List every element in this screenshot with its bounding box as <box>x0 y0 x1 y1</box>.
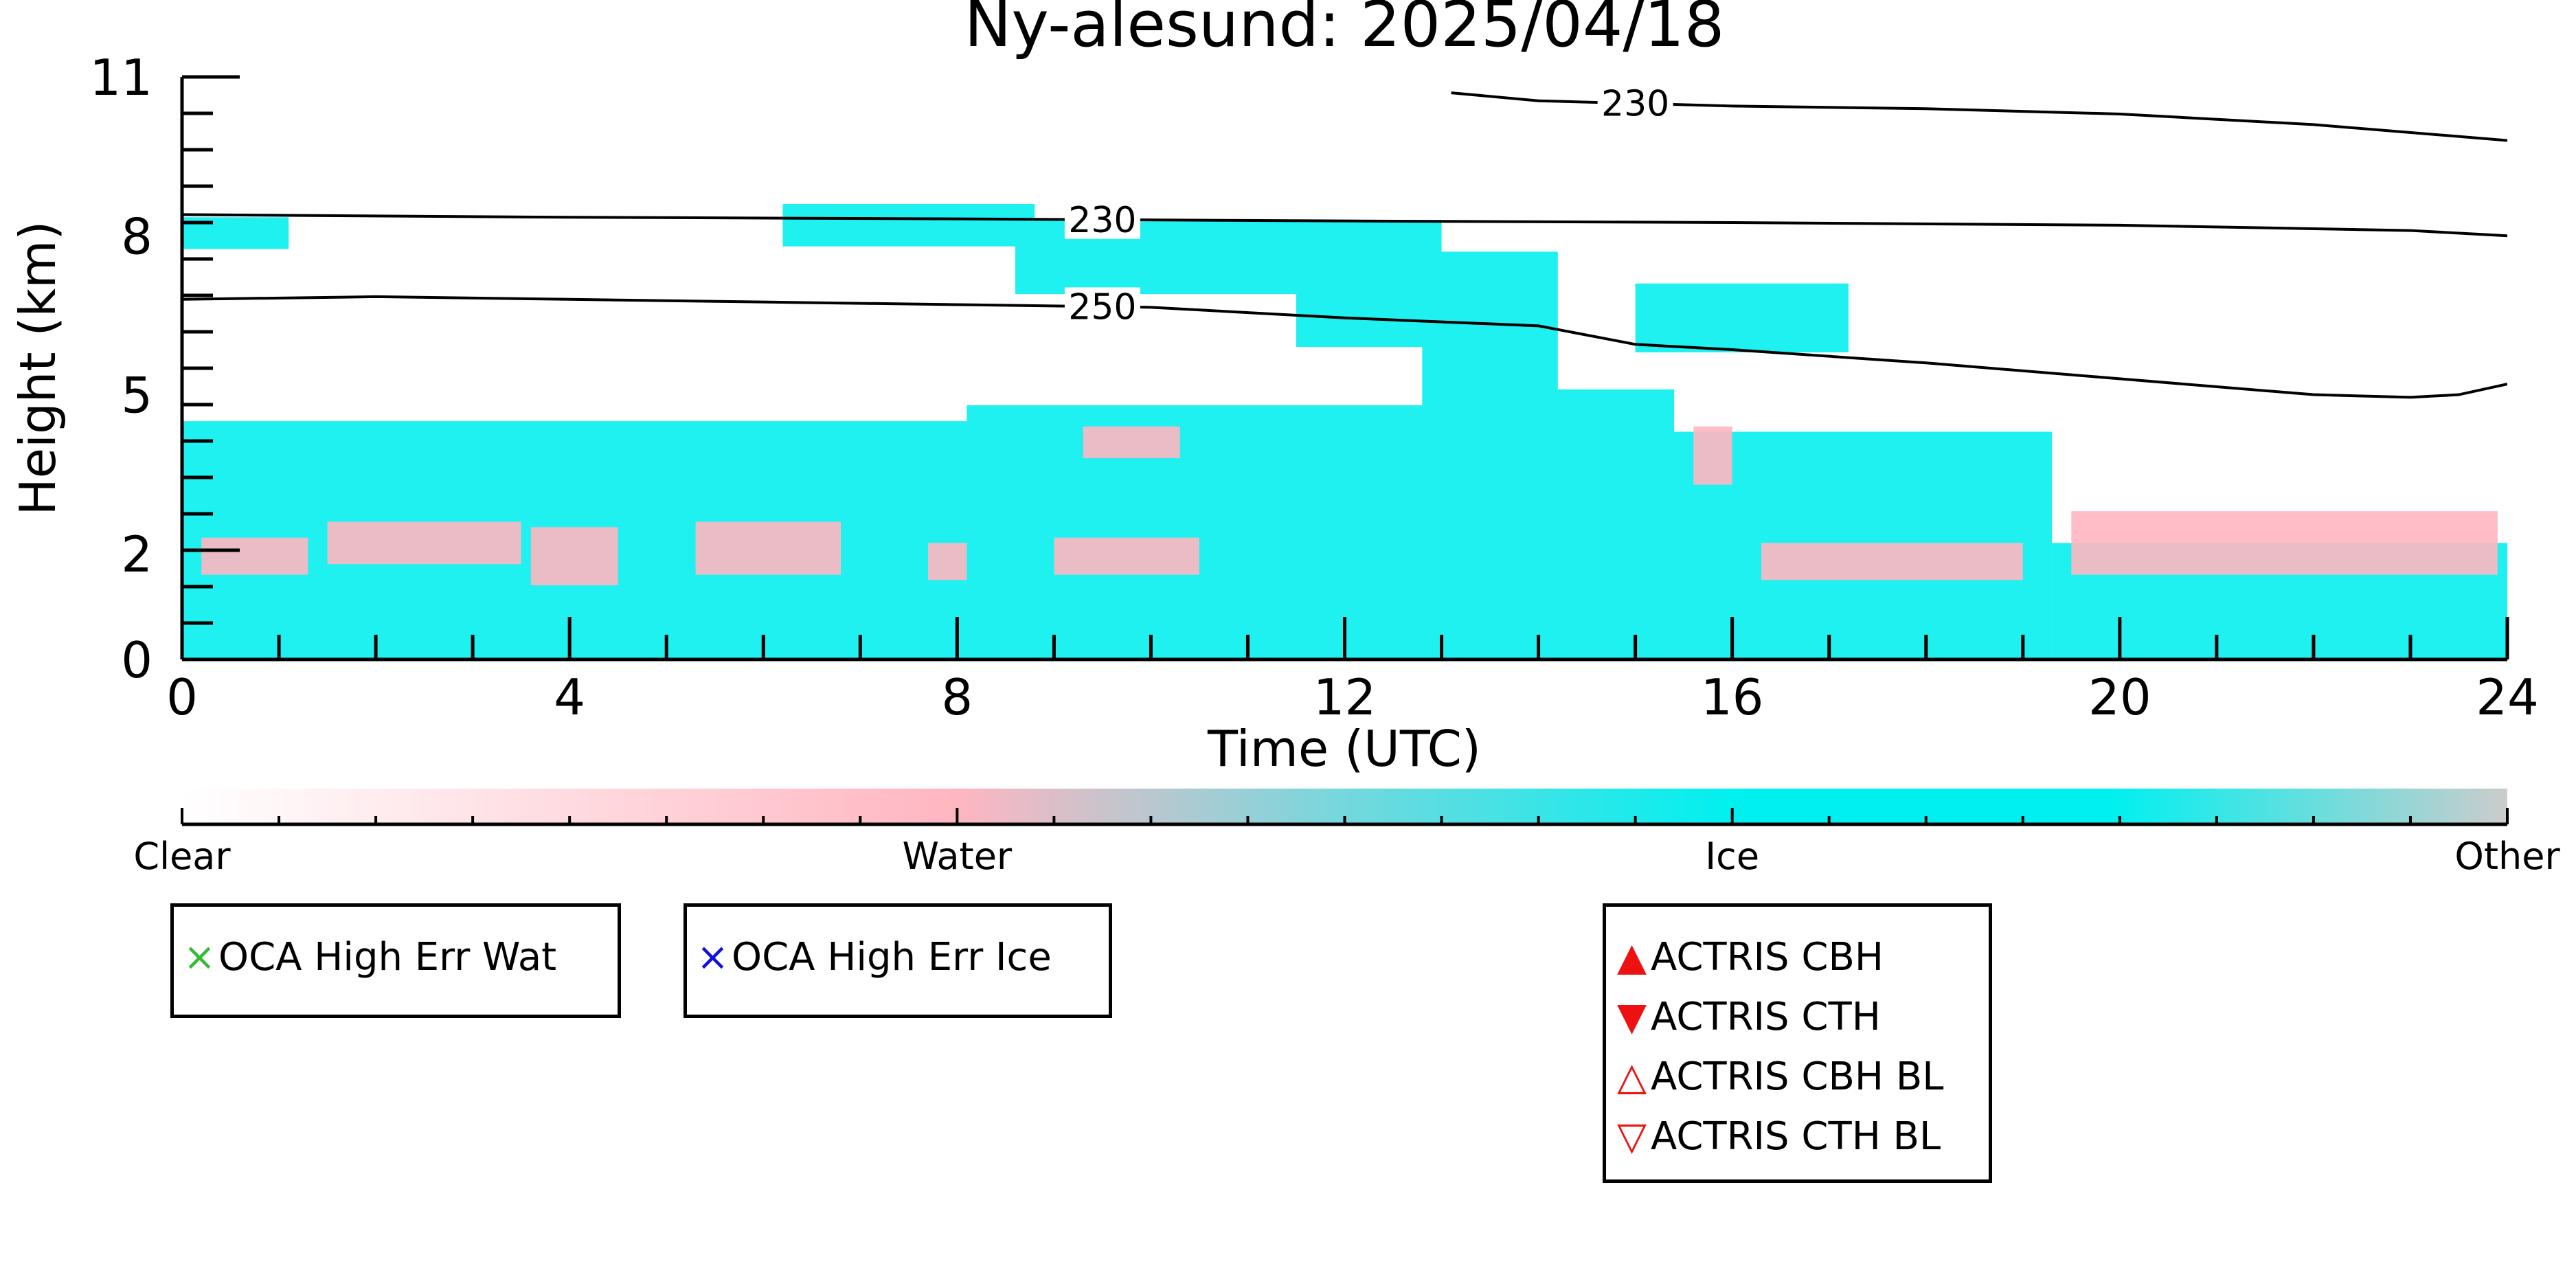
legend-marker: ▼ <box>1616 994 1647 1039</box>
x-tick-label: 20 <box>2088 668 2151 726</box>
legend-item: ▼ ACTRIS CTH <box>1613 987 1982 1047</box>
contour-label-bg <box>1064 200 1140 239</box>
water-region <box>1693 426 1732 485</box>
colorbar-label: Ice <box>1705 835 1759 878</box>
ice-region <box>967 405 1442 659</box>
water-layer <box>201 426 2498 586</box>
x-axis-label: Time (UTC) <box>1207 720 1481 778</box>
water-region <box>1083 426 1180 459</box>
legend-label: ACTRIS CBH BL <box>1651 1054 1944 1099</box>
colorbar-ticks: Clear Water Ice Other <box>133 808 2560 878</box>
x-tick-label: 24 <box>2476 668 2539 726</box>
contour-layer <box>182 91 2507 399</box>
y-axis-label: Height (km) <box>9 221 67 516</box>
temperature-contour <box>1451 91 2507 142</box>
legend-label: ACTRIS CBH <box>1651 935 1884 980</box>
x-tick-label: 4 <box>554 668 585 726</box>
x-tick-label: 8 <box>941 668 973 726</box>
contour-labels: 230 230 250 <box>1064 84 1673 328</box>
legend-label: ACTRIS CTH BL <box>1651 1114 1941 1159</box>
legend-item: △ ACTRIS CBH BL <box>1613 1047 1982 1107</box>
ice-region <box>782 204 1035 247</box>
temperature-contour <box>182 295 2507 399</box>
colorbar-label: Clear <box>133 835 231 878</box>
legend-label: ACTRIS CTH <box>1651 995 1881 1039</box>
contour-label-bg <box>1597 84 1673 123</box>
y-ticks: 0 2 5 8 11 <box>89 49 240 689</box>
chart-title: Ny-alesund: 2025/04/18 <box>964 0 1725 61</box>
water-region <box>2071 511 2498 575</box>
water-region <box>1054 537 1199 575</box>
legend-box: × OCA High Err Wat <box>170 903 621 1018</box>
y-tick-label: 2 <box>121 526 152 583</box>
water-region <box>327 521 521 565</box>
plot-area <box>182 91 2507 659</box>
temperature-contour <box>182 213 2507 238</box>
ice-region <box>1441 389 1675 659</box>
water-region <box>201 537 308 575</box>
x-tick-label: 12 <box>1313 668 1377 726</box>
legend-item: × OCA High Err Wat <box>181 927 611 987</box>
y-tick-label: 8 <box>121 207 152 265</box>
y-tick-label: 0 <box>121 631 152 689</box>
legend-marker: × <box>183 934 216 980</box>
colorbar-label: Other <box>2454 835 2560 878</box>
water-region <box>928 543 967 580</box>
legend-item: ▽ ACTRIS CTH BL <box>1613 1107 1982 1166</box>
water-region <box>1761 543 2023 580</box>
contour-label: 230 <box>1068 200 1136 241</box>
legend-marker: ▲ <box>1616 934 1647 980</box>
legend-item: ▲ ACTRIS CBH <box>1613 927 1982 987</box>
legend-marker: × <box>697 934 729 980</box>
y-tick-label: 11 <box>89 49 152 106</box>
legend-item: × OCA High Err Ice <box>694 927 1102 987</box>
colorbar: Clear Water Ice Other <box>133 789 2560 878</box>
x-tick-label: 16 <box>1701 668 1764 726</box>
colorbar-label: Water <box>903 835 1013 878</box>
legend-marker: ▽ <box>1616 1114 1647 1159</box>
x-tick-label: 0 <box>166 668 198 726</box>
ice-region <box>1635 283 1849 352</box>
legend-box: × OCA High Err Ice <box>683 903 1112 1018</box>
y-tick-label: 5 <box>121 367 152 425</box>
x-ticks: 0 4 8 12 16 20 24 <box>166 617 2539 726</box>
contour-label: 230 <box>1601 84 1669 125</box>
legend-marker: △ <box>1616 1054 1647 1099</box>
ice-layer <box>182 204 2507 659</box>
legend-box: ▲ ACTRIS CBH ▼ ACTRIS CTH △ ACTRIS CBH BL ▽ ACT… <box>1603 903 1992 1183</box>
legend-label: OCA High Err Ice <box>732 935 1052 980</box>
contour-label: 250 <box>1068 286 1136 328</box>
legend-label: OCA High Err Wat <box>218 935 557 980</box>
water-region <box>530 527 618 586</box>
contour-label-bg <box>1064 287 1140 326</box>
water-region <box>695 521 841 575</box>
